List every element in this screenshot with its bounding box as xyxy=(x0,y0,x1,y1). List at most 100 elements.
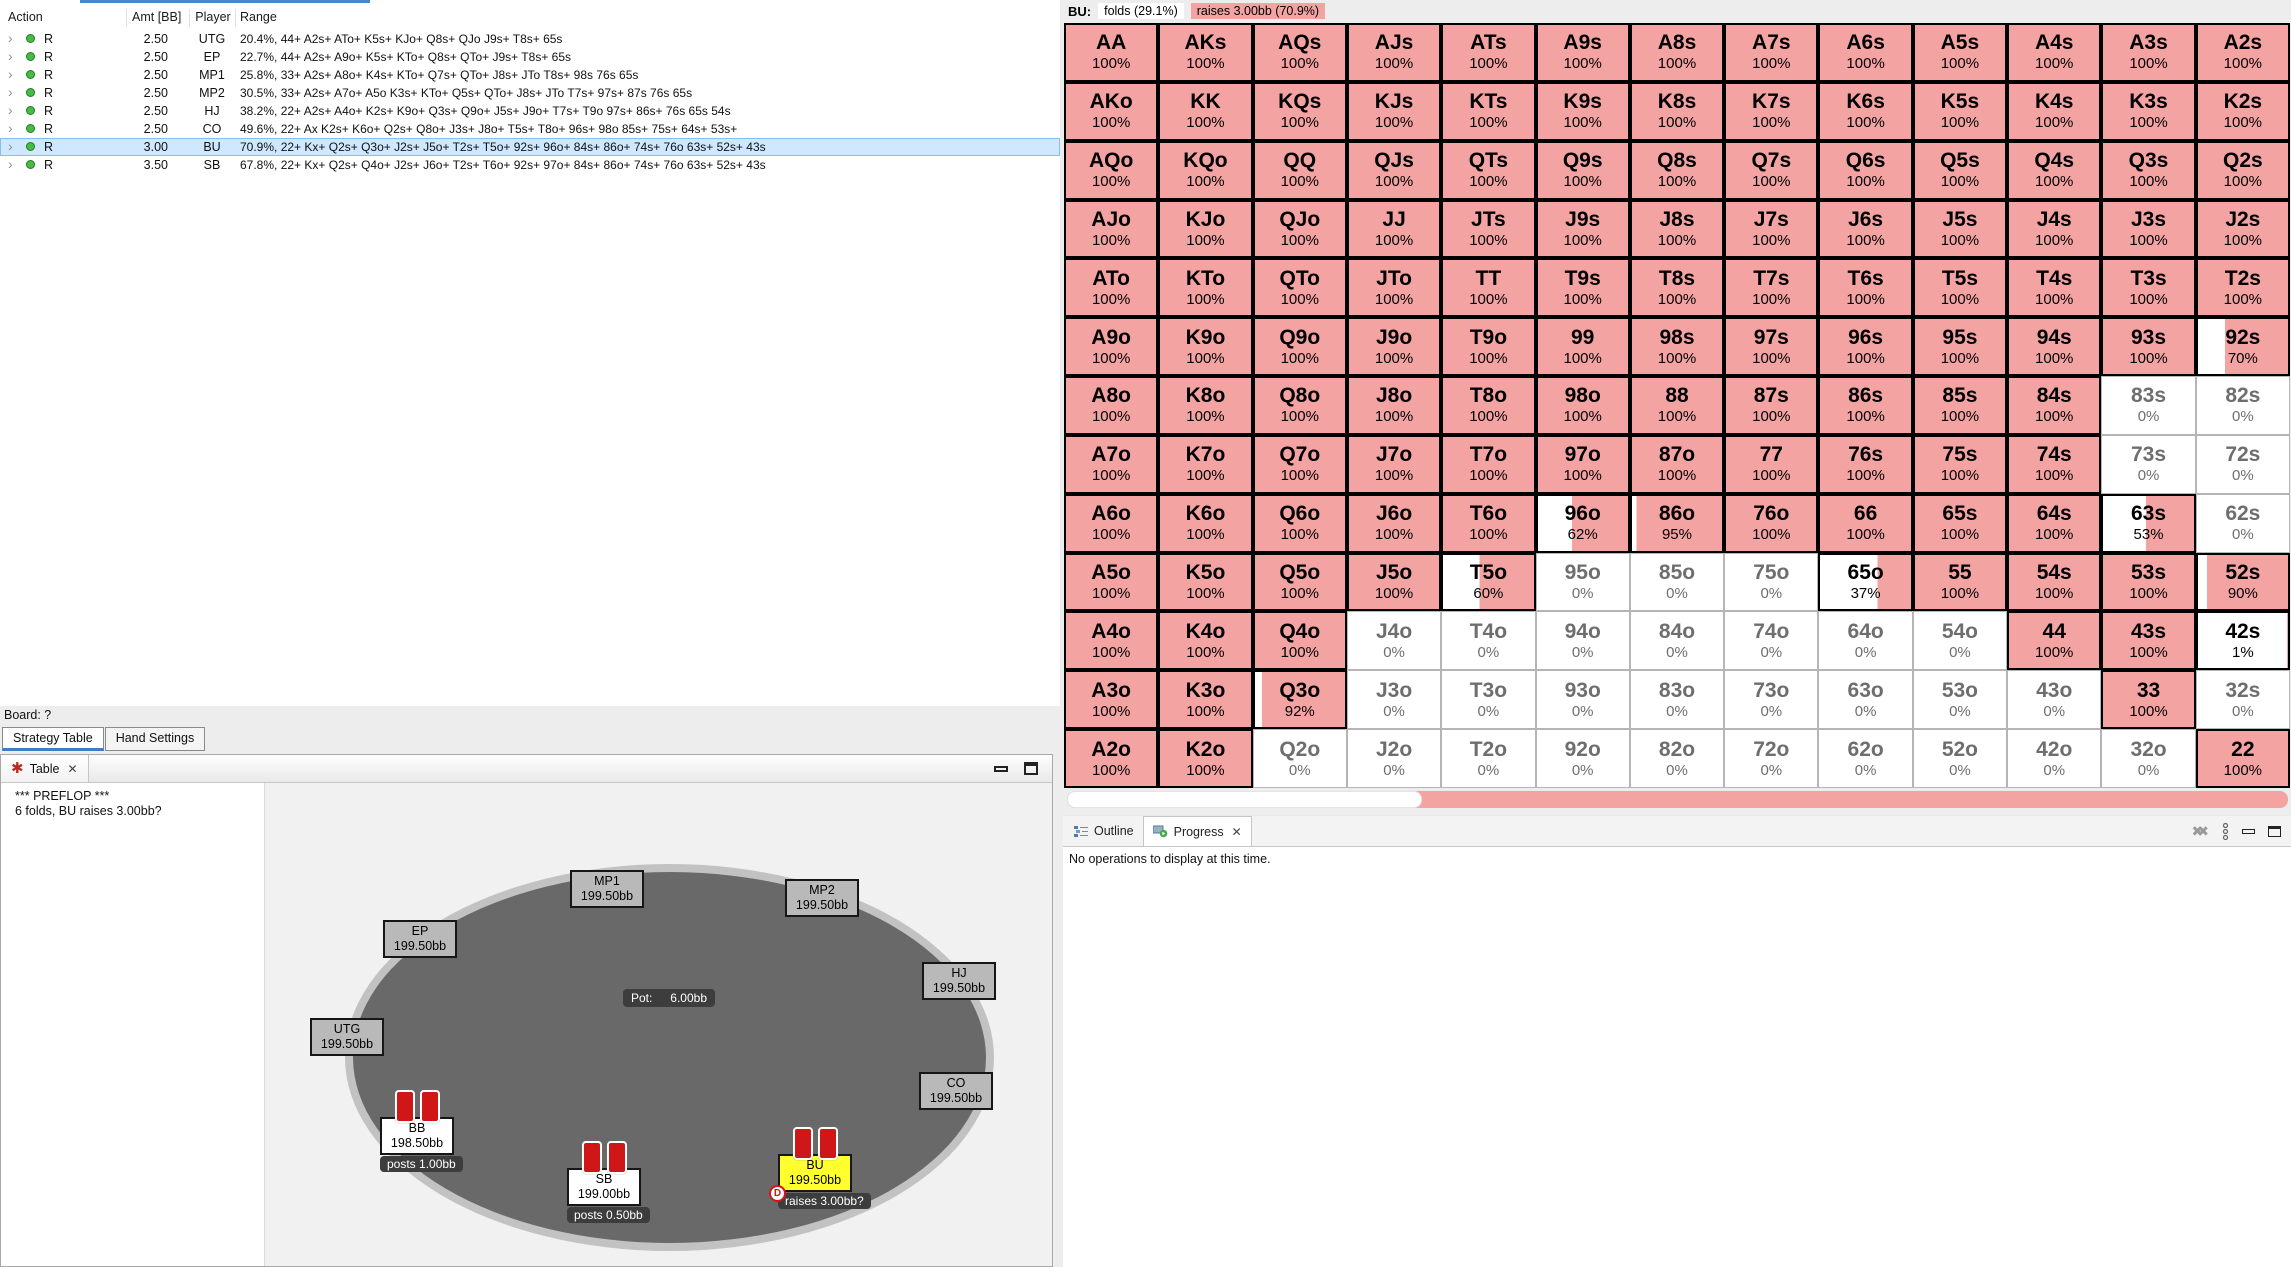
hand-cell-T3o[interactable]: T3o 0% xyxy=(1441,670,1536,730)
hand-cell-T9o[interactable]: T9o 100% xyxy=(1441,317,1536,377)
hand-cell-A9o[interactable]: A9o 100% xyxy=(1064,317,1159,377)
hand-cell-K6o[interactable]: K6o 100% xyxy=(1158,493,1253,553)
hand-cell-J5o[interactable]: J5o 100% xyxy=(1346,552,1442,612)
tree-row-mp2[interactable]: › R 2.50 MP2 30.5%, 33+ A2s+ A7o+ A5o K3s+ K… xyxy=(0,84,1060,102)
hand-cell-44[interactable]: 44 100% xyxy=(2007,611,2102,671)
hand-cell-J2s[interactable]: J2s 100% xyxy=(2195,199,2290,259)
tree-row-hj[interactable]: › R 2.50 HJ 38.2%, 22+ A2s+ A4o+ K2s+ K9o+ Q… xyxy=(0,102,1060,120)
hand-cell-84s[interactable]: 84s 100% xyxy=(2007,376,2102,435)
hand-cell-Q5s[interactable]: Q5s 100% xyxy=(1912,140,2008,200)
hand-cell-A4s[interactable]: A4s 100% xyxy=(2007,23,2102,82)
hand-cell-84o[interactable]: 84o 0% xyxy=(1629,611,1725,671)
hand-cell-ATs[interactable]: ATs 100% xyxy=(1441,23,1536,82)
hand-cell-KQs[interactable]: KQs 100% xyxy=(1252,81,1347,141)
hand-cell-K9o[interactable]: K9o 100% xyxy=(1158,317,1253,377)
hand-cell-76o[interactable]: 76o 100% xyxy=(1724,493,1819,553)
hand-cell-65s[interactable]: 65s 100% xyxy=(1912,493,2008,553)
hand-cell-T7o[interactable]: T7o 100% xyxy=(1441,434,1536,494)
hand-cell-T3s[interactable]: T3s 100% xyxy=(2101,258,2196,318)
hand-cell-42s[interactable]: 42s 1% xyxy=(2195,611,2290,671)
hand-cell-A7o[interactable]: A7o 100% xyxy=(1064,434,1159,494)
hand-cell-32o[interactable]: 32o 0% xyxy=(2101,729,2196,788)
hand-cell-A9s[interactable]: A9s 100% xyxy=(1535,23,1630,82)
hand-cell-K5s[interactable]: K5s 100% xyxy=(1912,81,2008,141)
hand-cell-74o[interactable]: 74o 0% xyxy=(1724,611,1819,671)
tab-table[interactable]: ✱ Table ✕ xyxy=(1,755,89,782)
column-header-action[interactable]: Action xyxy=(8,10,43,24)
column-header-range[interactable]: Range xyxy=(240,10,277,24)
hand-cell-QJs[interactable]: QJs 100% xyxy=(1346,140,1442,200)
hand-cell-54s[interactable]: 54s 100% xyxy=(2007,552,2102,612)
hand-cell-K3s[interactable]: K3s 100% xyxy=(2101,81,2196,141)
hand-cell-63o[interactable]: 63o 0% xyxy=(1818,670,1913,730)
hand-cell-T2s[interactable]: T2s 100% xyxy=(2195,258,2290,318)
hand-cell-QQ[interactable]: QQ 100% xyxy=(1252,140,1347,200)
hand-cell-T6o[interactable]: T6o 100% xyxy=(1441,493,1536,553)
hand-cell-J6s[interactable]: J6s 100% xyxy=(1818,199,1913,259)
hand-cell-94s[interactable]: 94s 100% xyxy=(2007,317,2102,377)
tab-progress[interactable]: Progress ✕ xyxy=(1142,816,1252,846)
hand-cell-Q4o[interactable]: Q4o 100% xyxy=(1252,611,1347,671)
hand-cell-87s[interactable]: 87s 100% xyxy=(1724,376,1819,435)
hand-cell-92s[interactable]: 92s 70% xyxy=(2195,317,2290,377)
hand-cell-AQs[interactable]: AQs 100% xyxy=(1252,23,1347,82)
hand-cell-Q4s[interactable]: Q4s 100% xyxy=(2007,140,2102,200)
hand-cell-95o[interactable]: 95o 0% xyxy=(1535,552,1630,612)
hand-cell-T6s[interactable]: T6s 100% xyxy=(1818,258,1913,318)
hand-cell-A4o[interactable]: A4o 100% xyxy=(1064,611,1159,671)
hand-cell-QJo[interactable]: QJo 100% xyxy=(1252,199,1347,259)
hand-cell-J6o[interactable]: J6o 100% xyxy=(1346,493,1442,553)
expand-chevron-icon[interactable]: › xyxy=(8,120,13,136)
hand-cell-86o[interactable]: 86o 95% xyxy=(1629,493,1725,553)
expand-chevron-icon[interactable]: › xyxy=(8,138,13,154)
hand-cell-73s[interactable]: 73s 0% xyxy=(2101,434,2196,494)
hand-cell-A7s[interactable]: A7s 100% xyxy=(1724,23,1819,82)
hand-cell-J7s[interactable]: J7s 100% xyxy=(1724,199,1819,259)
expand-chevron-icon[interactable]: › xyxy=(8,66,13,82)
expand-chevron-icon[interactable]: › xyxy=(8,156,13,172)
hand-cell-AJs[interactable]: AJs 100% xyxy=(1346,23,1442,82)
hand-cell-76s[interactable]: 76s 100% xyxy=(1818,434,1913,494)
close-icon[interactable]: ✕ xyxy=(67,761,78,776)
hand-cell-AA[interactable]: AA 100% xyxy=(1064,23,1159,82)
hand-cell-96s[interactable]: 96s 100% xyxy=(1818,317,1913,377)
hand-cell-A3o[interactable]: A3o 100% xyxy=(1064,670,1159,730)
hand-cell-Q2o[interactable]: Q2o 0% xyxy=(1252,729,1347,788)
hand-cell-A6o[interactable]: A6o 100% xyxy=(1064,493,1159,553)
tab-outline[interactable]: Outline xyxy=(1065,816,1143,846)
hand-cell-87o[interactable]: 87o 100% xyxy=(1629,434,1725,494)
hand-cell-43s[interactable]: 43s 100% xyxy=(2101,611,2196,671)
hand-cell-Q8o[interactable]: Q8o 100% xyxy=(1252,376,1347,435)
column-header-amt[interactable]: Amt [BB] xyxy=(132,10,182,24)
hand-cell-T2o[interactable]: T2o 0% xyxy=(1441,729,1536,788)
hand-cell-85o[interactable]: 85o 0% xyxy=(1629,552,1725,612)
hand-cell-Q2s[interactable]: Q2s 100% xyxy=(2195,140,2290,200)
hand-cell-J3o[interactable]: J3o 0% xyxy=(1346,670,1442,730)
hand-cell-T8s[interactable]: T8s 100% xyxy=(1629,258,1725,318)
hand-cell-T4o[interactable]: T4o 0% xyxy=(1441,611,1536,671)
expand-chevron-icon[interactable]: › xyxy=(8,84,13,100)
hand-cell-JTo[interactable]: JTo 100% xyxy=(1346,258,1442,318)
hand-cell-82s[interactable]: 82s 0% xyxy=(2195,376,2290,435)
hand-cell-J5s[interactable]: J5s 100% xyxy=(1912,199,2008,259)
tree-row-sb[interactable]: › R 3.50 SB 67.8%, 22+ Kx+ Q2s+ Q4o+ J2s+ J6… xyxy=(0,156,1060,174)
hand-cell-73o[interactable]: 73o 0% xyxy=(1724,670,1819,730)
hand-cell-99[interactable]: 99 100% xyxy=(1535,317,1630,377)
hand-cell-Q3s[interactable]: Q3s 100% xyxy=(2101,140,2196,200)
hand-cell-75s[interactable]: 75s 100% xyxy=(1912,434,2008,494)
hand-cell-K9s[interactable]: K9s 100% xyxy=(1535,81,1630,141)
hand-cell-Q3o[interactable]: Q3o 92% xyxy=(1252,670,1347,730)
hand-cell-JTs[interactable]: JTs 100% xyxy=(1441,199,1536,259)
hand-cell-AJo[interactable]: AJo 100% xyxy=(1064,199,1159,259)
hand-cell-32s[interactable]: 32s 0% xyxy=(2195,670,2290,730)
minimize-icon[interactable] xyxy=(2242,828,2255,834)
hand-cell-Q9s[interactable]: Q9s 100% xyxy=(1535,140,1630,200)
hand-cell-53o[interactable]: 53o 0% xyxy=(1912,670,2008,730)
hand-cell-62s[interactable]: 62s 0% xyxy=(2195,493,2290,553)
hand-cell-22[interactable]: 22 100% xyxy=(2195,729,2290,788)
hand-cell-T8o[interactable]: T8o 100% xyxy=(1441,376,1536,435)
hand-cell-AKs[interactable]: AKs 100% xyxy=(1158,23,1253,82)
hand-cell-65o[interactable]: 65o 37% xyxy=(1818,552,1913,612)
hand-cell-K4s[interactable]: K4s 100% xyxy=(2007,81,2102,141)
hand-cell-J8o[interactable]: J8o 100% xyxy=(1346,376,1442,435)
